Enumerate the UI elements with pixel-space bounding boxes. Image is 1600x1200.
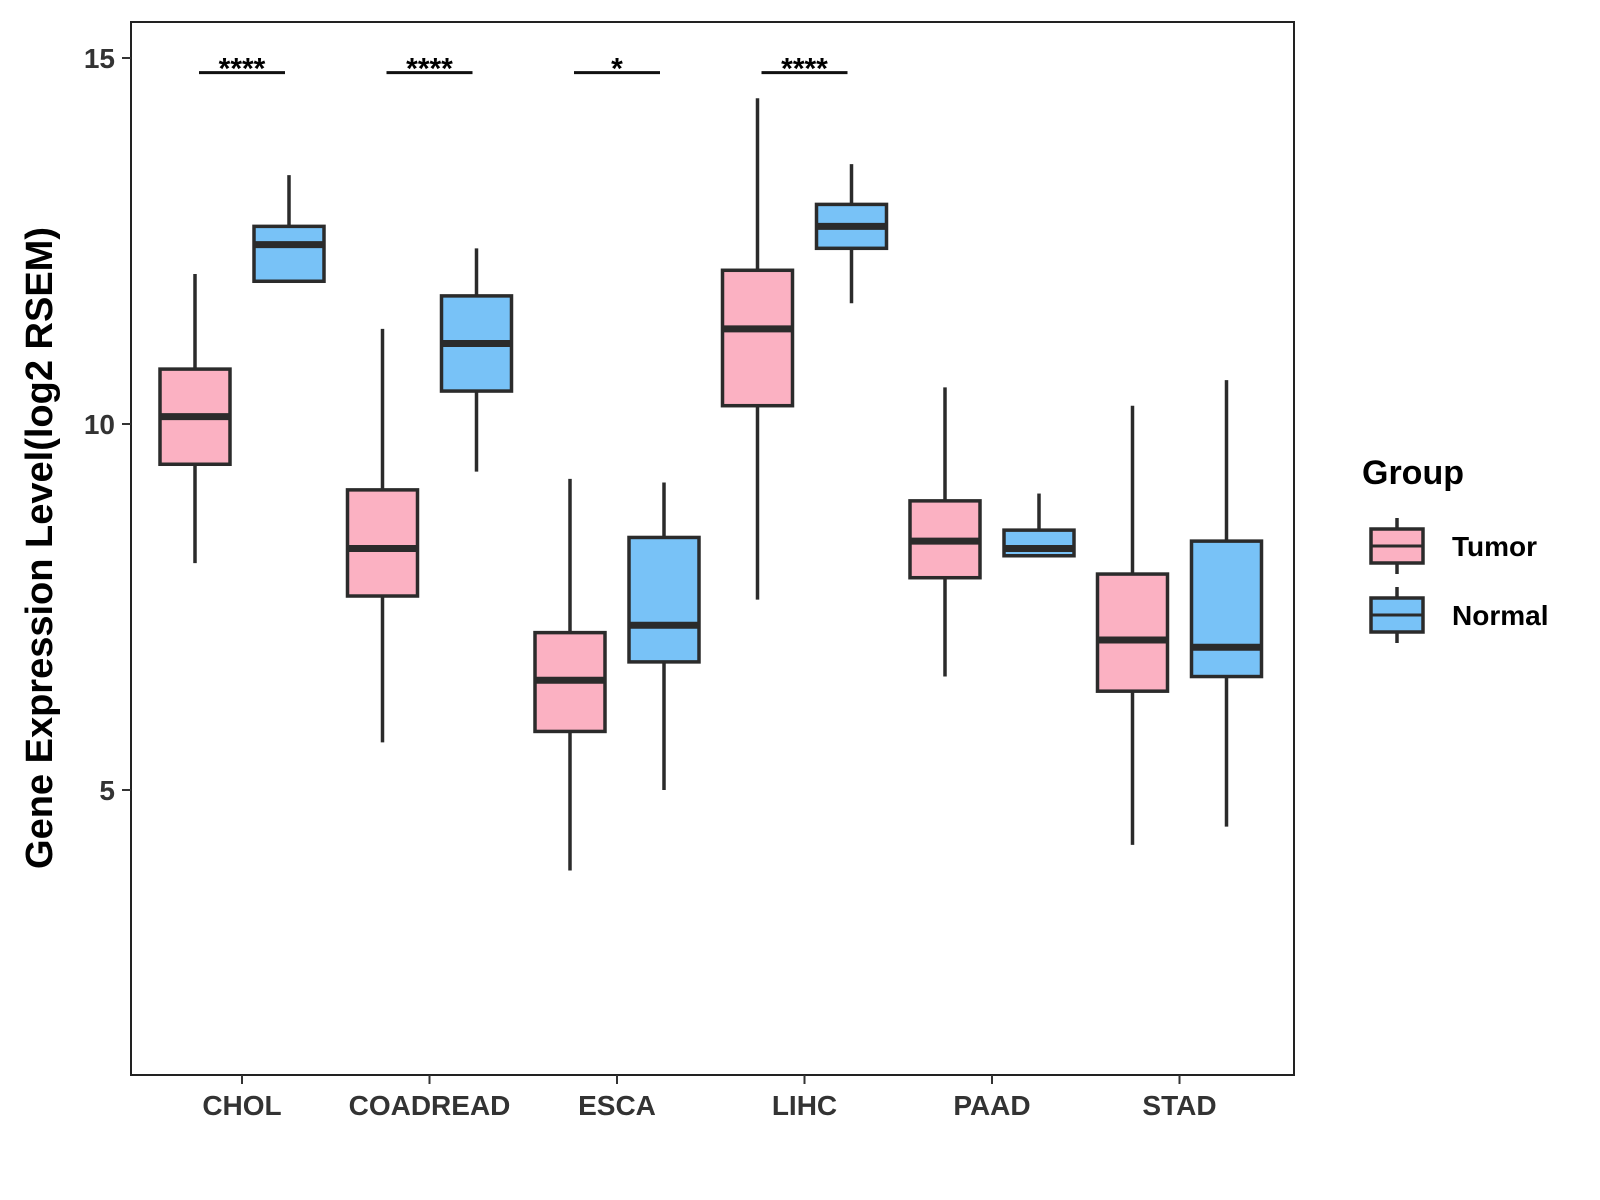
box-layer (158, 98, 1264, 871)
box-normal-lihc (814, 164, 889, 304)
box-tumor-lihc (720, 98, 795, 600)
box-iqr (1189, 539, 1264, 679)
box-iqr (720, 268, 795, 408)
box-tumor-esca (533, 478, 607, 871)
legend-label-normal: Normal (1452, 600, 1548, 631)
legend-label-tumor: Tumor (1452, 531, 1537, 562)
significance-label: **** (781, 53, 828, 86)
significance-label: **** (219, 53, 266, 86)
y-tick-label: 10 (84, 409, 115, 440)
x-tick-label: LIHC (772, 1090, 837, 1121)
box-iqr (252, 224, 326, 284)
box-tumor-chol (158, 273, 232, 564)
legend: Group Tumor Normal (1362, 454, 1548, 643)
y-axis: 5 10 15 (84, 43, 131, 806)
significance-layer: **** **** * **** (199, 53, 848, 86)
y-tick-label: 15 (84, 43, 115, 74)
x-tick-label: CHOL (202, 1090, 281, 1121)
legend-title: Group (1362, 454, 1464, 492)
legend-key-tumor (1369, 518, 1425, 574)
box-normal-paad (1002, 493, 1076, 558)
x-tick-label: PAAD (953, 1090, 1030, 1121)
box-normal-esca (627, 482, 701, 790)
x-axis: CHOL COADREAD ESCA LIHC PAAD STAD (202, 1075, 1217, 1121)
plot-panel-frame (130, 21, 1295, 1076)
significance-label: **** (406, 53, 453, 86)
x-tick-label: COADREAD (349, 1090, 511, 1121)
box-normal-coadread (439, 248, 514, 472)
significance-label: * (611, 53, 623, 86)
y-tick-label: 5 (99, 775, 115, 806)
box-normal-stad (1189, 380, 1264, 827)
box-iqr (345, 488, 420, 598)
box-normal-chol (252, 175, 326, 284)
box-iqr (1095, 572, 1170, 693)
box-tumor-coadread (345, 328, 420, 743)
x-tick-label: STAD (1142, 1090, 1216, 1121)
y-axis-title: Gene Expression Level(log2 RSEM) (19, 227, 61, 869)
box-tumor-stad (1095, 405, 1170, 845)
box-iqr (627, 535, 701, 664)
legend-key-normal (1369, 587, 1425, 643)
box-tumor-paad (908, 387, 982, 677)
x-tick-label: ESCA (578, 1090, 656, 1121)
